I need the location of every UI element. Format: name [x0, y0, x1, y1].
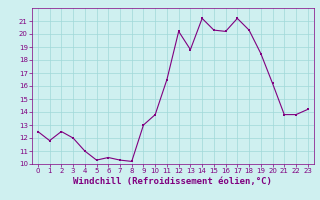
X-axis label: Windchill (Refroidissement éolien,°C): Windchill (Refroidissement éolien,°C): [73, 177, 272, 186]
